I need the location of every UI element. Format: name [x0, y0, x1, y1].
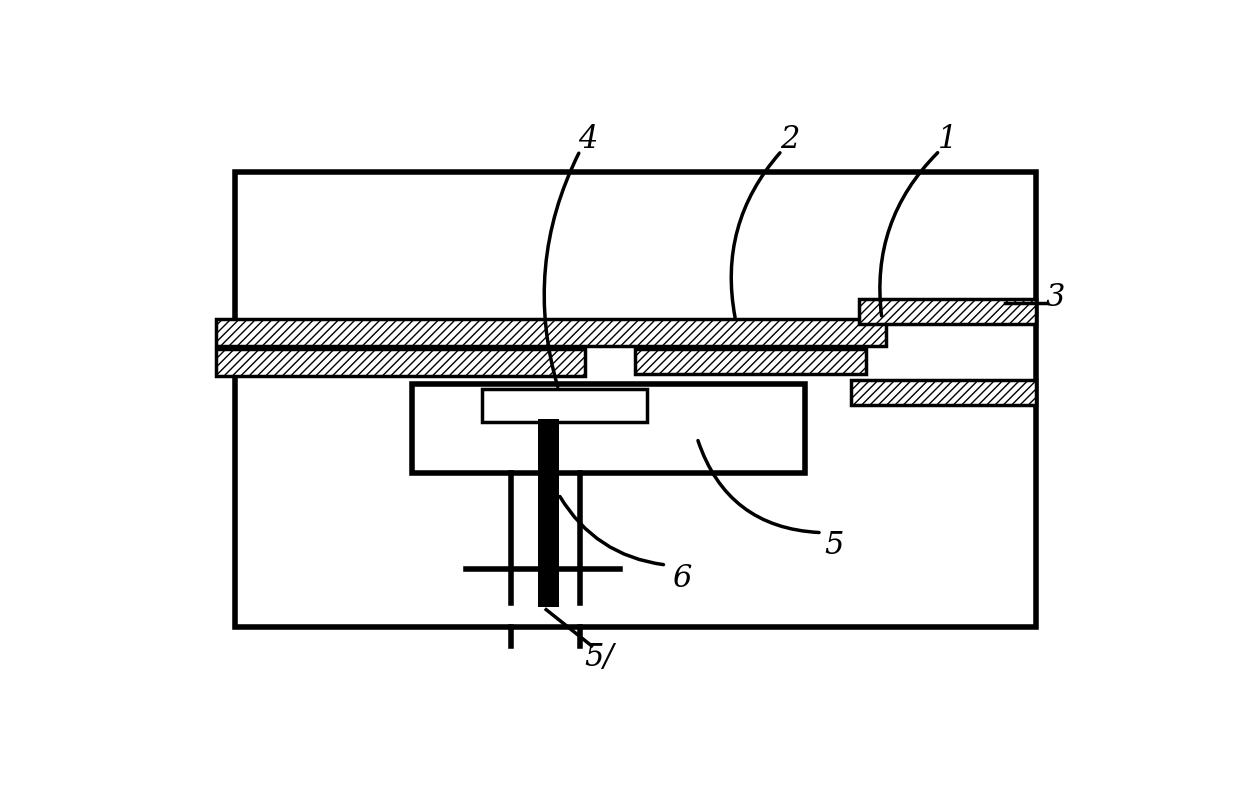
Text: 5/: 5/	[584, 642, 614, 673]
Text: 1: 1	[937, 125, 957, 156]
Text: 3: 3	[1045, 282, 1065, 313]
Text: 6: 6	[672, 563, 692, 595]
Bar	[851, 380, 1035, 405]
Bar	[216, 318, 885, 345]
Text: 5: 5	[825, 530, 844, 561]
Bar	[538, 418, 559, 607]
Bar	[412, 384, 805, 472]
Bar	[236, 172, 1035, 626]
Bar	[216, 349, 585, 376]
Text: 4: 4	[578, 125, 598, 156]
Bar	[635, 349, 867, 374]
Bar	[859, 299, 1035, 324]
Text: 2: 2	[780, 125, 800, 156]
Bar	[481, 389, 647, 422]
